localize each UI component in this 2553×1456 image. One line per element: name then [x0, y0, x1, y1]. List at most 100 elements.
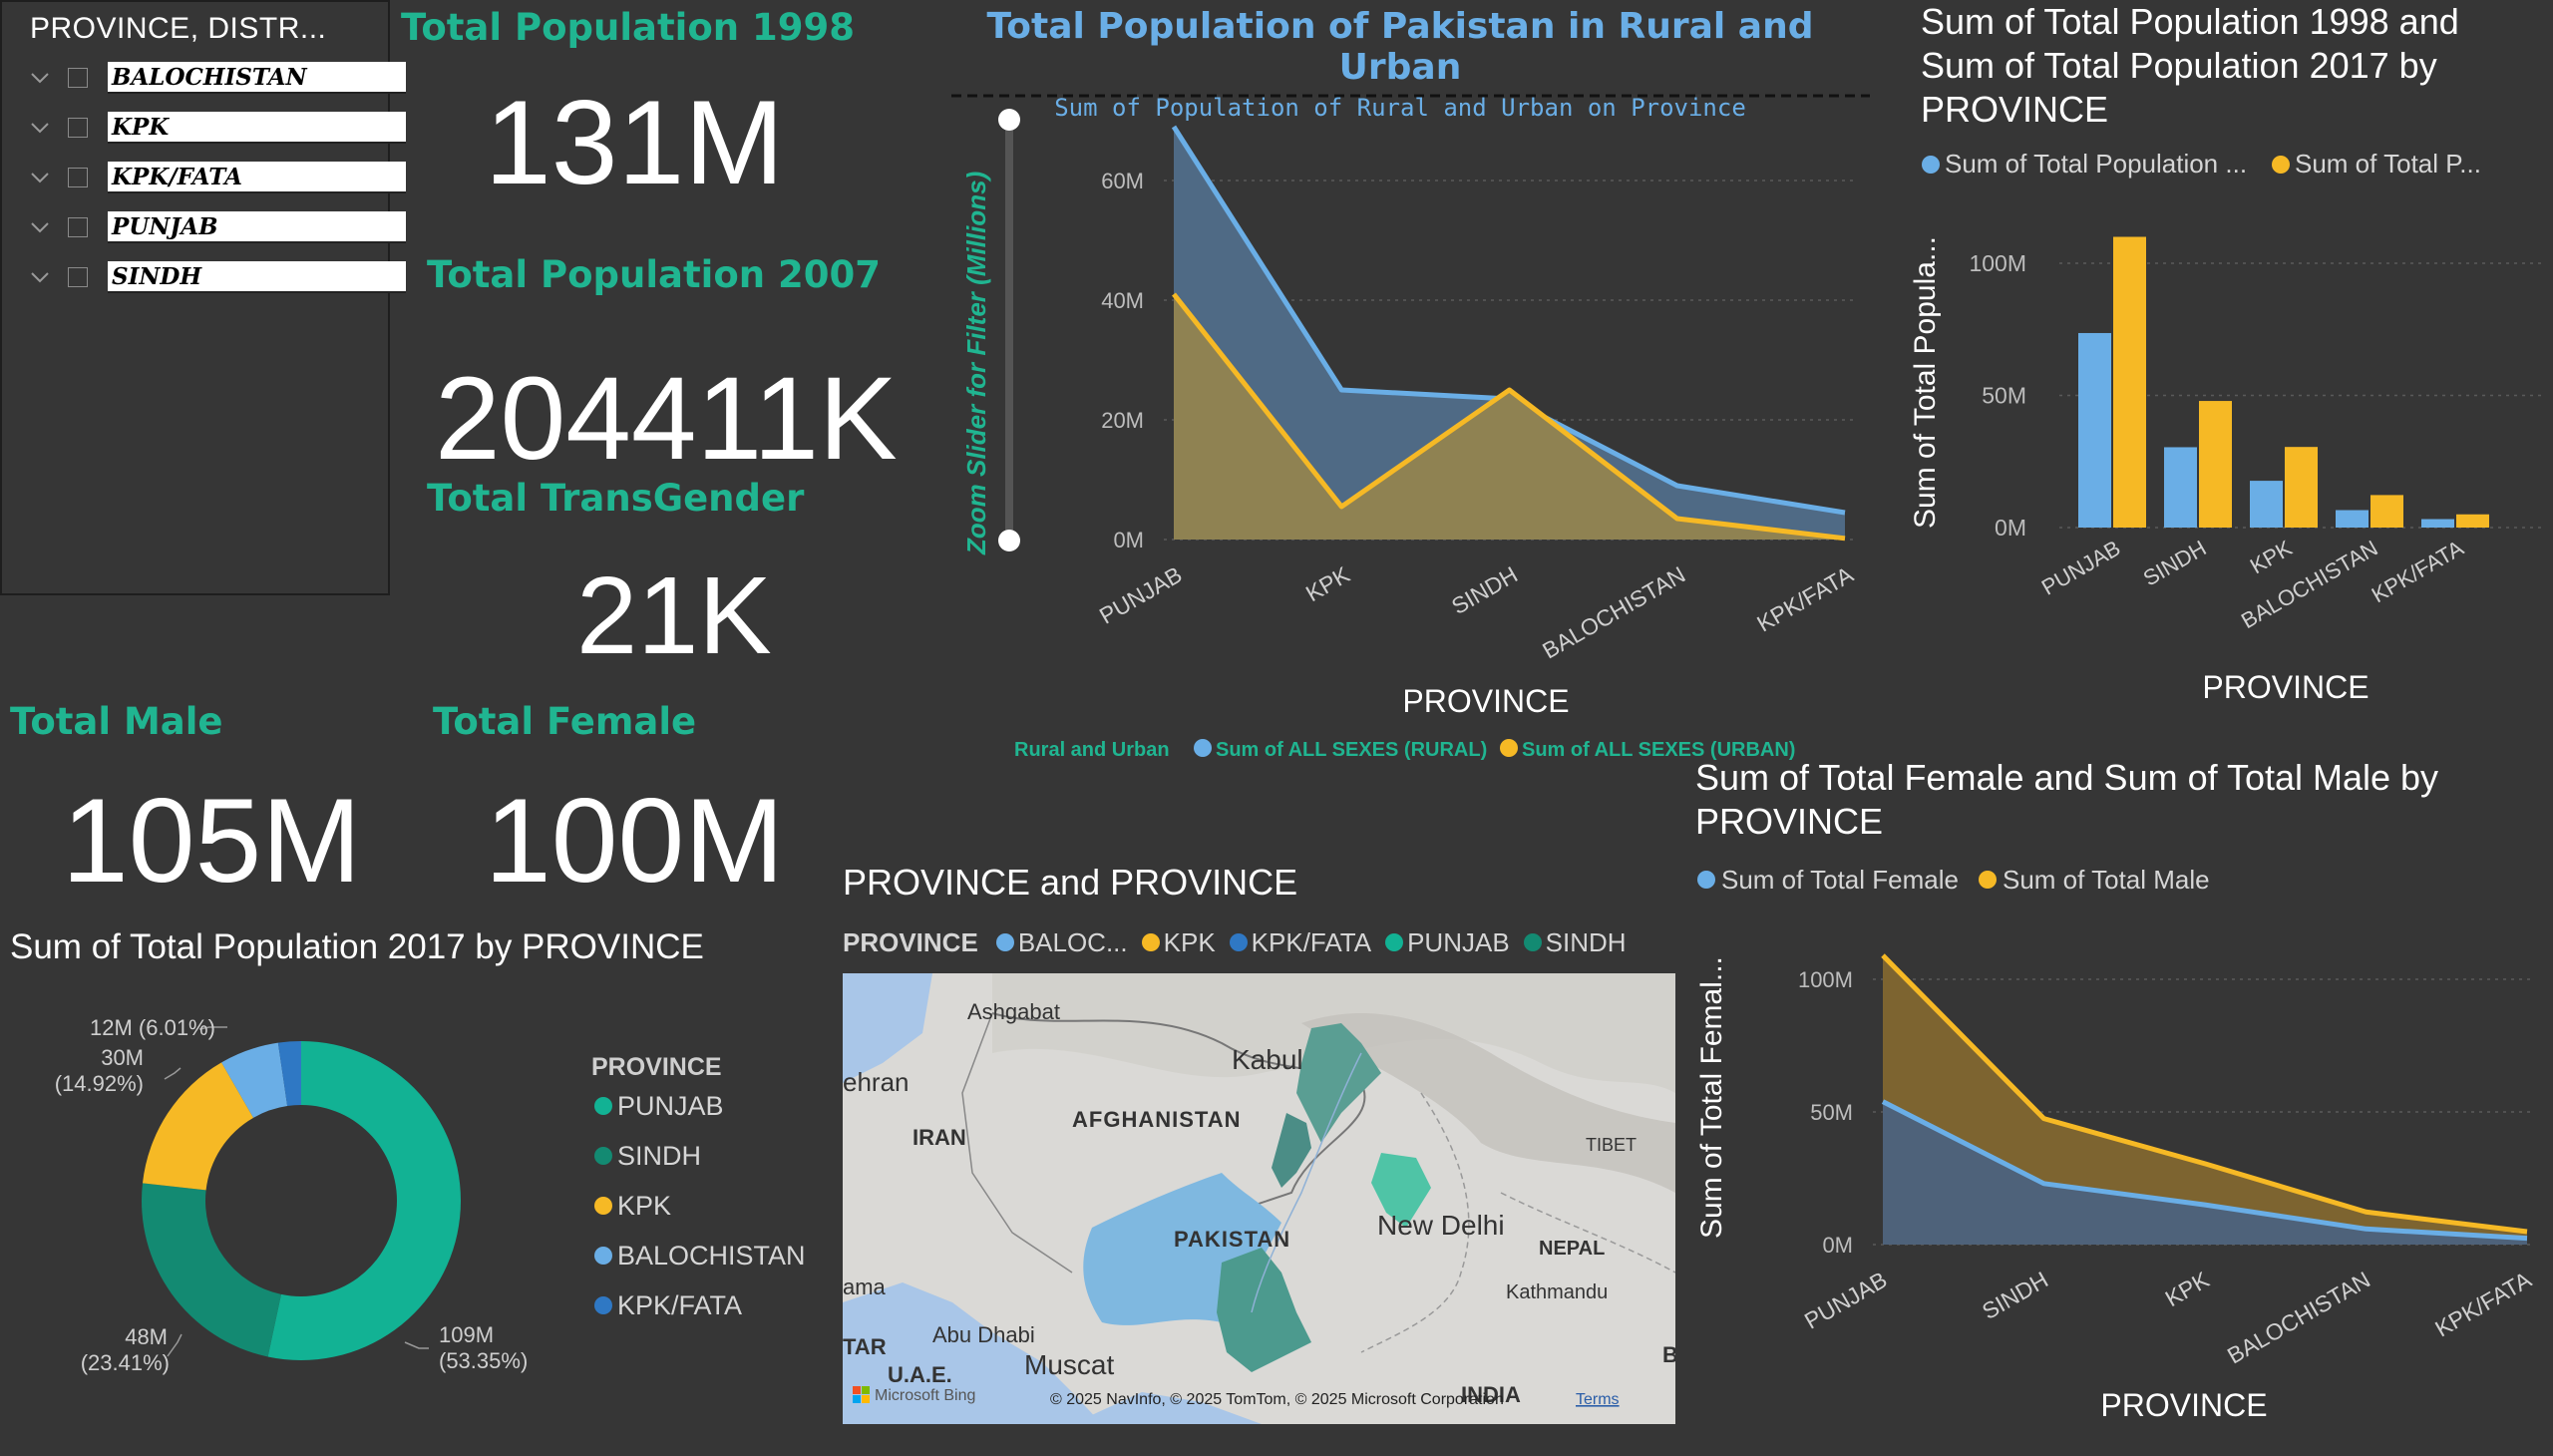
- x-category-label: BALOCHISTAN: [1538, 561, 1689, 664]
- caspian-sea-shape: [843, 973, 932, 1083]
- x-category-label: KPK: [2161, 1266, 2214, 1311]
- chevron-down-icon[interactable]: [28, 116, 52, 140]
- donut-slice-kpkfata[interactable]: [277, 1041, 301, 1107]
- map-canvas[interactable]: Ashgabat Kabul AFGHANISTAN IRAN PAKISTAN…: [843, 973, 1675, 1424]
- y-tick-label: 50M: [1982, 383, 2026, 409]
- slicer-item-label: KPK: [108, 112, 406, 144]
- pop-compare-title-line1: Sum of Total Population 1998 and: [1921, 1, 2459, 42]
- chevron-down-icon[interactable]: [28, 215, 52, 239]
- x-category-label: PUNJAB: [1800, 1267, 1892, 1334]
- y-tick-label: 60M: [1101, 169, 1144, 193]
- y-tick-label: 100M: [1798, 967, 1853, 992]
- legend-item-male[interactable]: Sum of Total Male: [2003, 865, 2210, 895]
- legend-swatch: [995, 933, 1014, 952]
- map-legend-item[interactable]: BALOC...: [995, 927, 1128, 957]
- donut-slice-sindh[interactable]: [142, 1183, 281, 1357]
- svg-text:New Delhi: New Delhi: [1377, 1210, 1505, 1241]
- leader-line: [167, 1333, 182, 1357]
- map-copyright: © 2025 NavInfo, © 2025 TomTom, © 2025 Mi…: [1050, 1391, 1504, 1408]
- legend-item-urban[interactable]: Sum of ALL SEXES (URBAN): [1522, 739, 1795, 761]
- kpi-female-value: 100M: [485, 774, 785, 908]
- chevron-down-icon[interactable]: [28, 66, 52, 90]
- bar[interactable]: [2285, 447, 2318, 528]
- slicer-item-label: BALOCHISTAN: [108, 62, 406, 94]
- kpk-fata-region: [1272, 1113, 1311, 1188]
- map-title: PROVINCE and PROVINCE: [843, 862, 1298, 903]
- legend-item-1998[interactable]: Sum of Total Population ...: [1945, 149, 2247, 179]
- svg-text:Muscat: Muscat: [1024, 1349, 1114, 1380]
- legend-swatch: [1194, 739, 1212, 757]
- svg-text:Abu Dhabi: Abu Dhabi: [932, 1322, 1035, 1347]
- map-terms-link[interactable]: Terms: [1576, 1391, 1620, 1408]
- slicer-item-kpkfata[interactable]: KPK/FATA: [28, 162, 406, 197]
- x-category-label: PUNJAB: [2037, 536, 2125, 600]
- y-tick-label: 100M: [1969, 250, 2026, 276]
- slicer-item-punjab[interactable]: PUNJAB: [28, 211, 406, 247]
- bar[interactable]: [2371, 495, 2403, 528]
- slicer-item-kpk[interactable]: KPK: [28, 112, 406, 148]
- bar[interactable]: [2078, 332, 2111, 528]
- series-line: [1881, 1099, 2528, 1242]
- donut-slice-balochistan[interactable]: [221, 1042, 288, 1118]
- legend-item-female[interactable]: Sum of Total Female: [1721, 865, 1959, 895]
- chevron-down-icon[interactable]: [28, 166, 52, 189]
- legend-swatch: [2272, 156, 2290, 174]
- svg-text:U.A.E.: U.A.E.: [888, 1362, 952, 1387]
- gender-title-line1: Sum of Total Female and Sum of Total Mal…: [1695, 757, 2439, 798]
- zoom-slider-handle-top[interactable]: [998, 109, 1020, 131]
- svg-text:B: B: [1662, 1342, 1675, 1367]
- donut-slice-punjab[interactable]: [267, 1041, 461, 1360]
- donut-legend-item[interactable]: KPK/FATA: [617, 1290, 742, 1320]
- pop-compare-chart: Sum of Total Population ... Sum of Total …: [1909, 149, 2543, 705]
- legend-item-2017[interactable]: Sum of Total P...: [2295, 149, 2481, 179]
- bar[interactable]: [2113, 236, 2146, 529]
- x-category-label: KPK: [1301, 560, 1354, 606]
- map-legend-item[interactable]: PUNJAB: [1385, 927, 1510, 957]
- donut-legend-item[interactable]: SINDH: [617, 1141, 701, 1171]
- map-legend-item[interactable]: SINDH: [1523, 927, 1627, 957]
- svg-text:ehran: ehran: [843, 1067, 910, 1097]
- kpi-pop1998-value: 131M: [485, 76, 785, 209]
- bar[interactable]: [2456, 514, 2489, 528]
- y-axis-title: Sum of Total Femal...: [1695, 956, 1728, 1239]
- area-sum-of-all-sexes-urban-: [1174, 294, 1845, 540]
- legend-swatch: [1922, 156, 1940, 174]
- area-sum-of-total-male: [1883, 955, 2527, 1245]
- legend-swatch: [594, 1296, 612, 1314]
- slicer-item-balochistan[interactable]: BALOCHISTAN: [28, 62, 406, 98]
- rural-urban-subtitle: Sum of Population of Rural and Urban on …: [1054, 94, 1746, 122]
- slicer-checkbox[interactable]: [68, 118, 88, 138]
- bar[interactable]: [2336, 510, 2369, 528]
- x-axis-title: PROVINCE: [2202, 669, 2369, 705]
- bar[interactable]: [2421, 519, 2454, 528]
- bar[interactable]: [2199, 401, 2232, 528]
- donut-legend-item[interactable]: BALOCHISTAN: [617, 1241, 806, 1271]
- donut-legend-item[interactable]: PUNJAB: [617, 1091, 724, 1121]
- legend-item-rural[interactable]: Sum of ALL SEXES (RURAL): [1216, 739, 1487, 761]
- slicer-checkbox[interactable]: [68, 68, 88, 88]
- slicer-checkbox[interactable]: [68, 168, 88, 187]
- svg-text:AFGHANISTAN: AFGHANISTAN: [1072, 1107, 1241, 1132]
- svg-text:Kabul: Kabul: [1232, 1044, 1303, 1075]
- y-tick-label: 40M: [1101, 288, 1144, 313]
- donut-legend-title: PROVINCE: [591, 1053, 722, 1081]
- x-category-label: PUNJAB: [1095, 561, 1187, 629]
- donut-slice-kpk[interactable]: [142, 1062, 254, 1191]
- bar[interactable]: [2250, 481, 2283, 528]
- map-labels: Ashgabat Kabul AFGHANISTAN IRAN PAKISTAN…: [843, 999, 1675, 1407]
- kpi-male-value: 105M: [62, 774, 362, 908]
- slicer-item-label: KPK/FATA: [108, 162, 406, 193]
- chevron-down-icon[interactable]: [28, 265, 52, 289]
- bar[interactable]: [2164, 447, 2197, 528]
- slicer-checkbox[interactable]: [68, 267, 88, 287]
- slicer-checkbox[interactable]: [68, 217, 88, 237]
- map-view[interactable]: Ashgabat Kabul AFGHANISTAN IRAN PAKISTAN…: [843, 973, 1675, 1424]
- donut-legend-item[interactable]: KPK: [617, 1191, 671, 1221]
- map-legend-item[interactable]: KPK: [1141, 927, 1216, 957]
- y-tick-label: 0M: [1995, 515, 2026, 541]
- donut-label-kpk-pct: (14.92%): [55, 1071, 144, 1096]
- slicer-item-sindh[interactable]: SINDH: [28, 261, 406, 297]
- donut-label-kpkfata: 12M (6.01%): [90, 1015, 215, 1040]
- zoom-slider-handle-bottom[interactable]: [998, 530, 1020, 551]
- map-legend-item[interactable]: KPK/FATA: [1229, 927, 1371, 957]
